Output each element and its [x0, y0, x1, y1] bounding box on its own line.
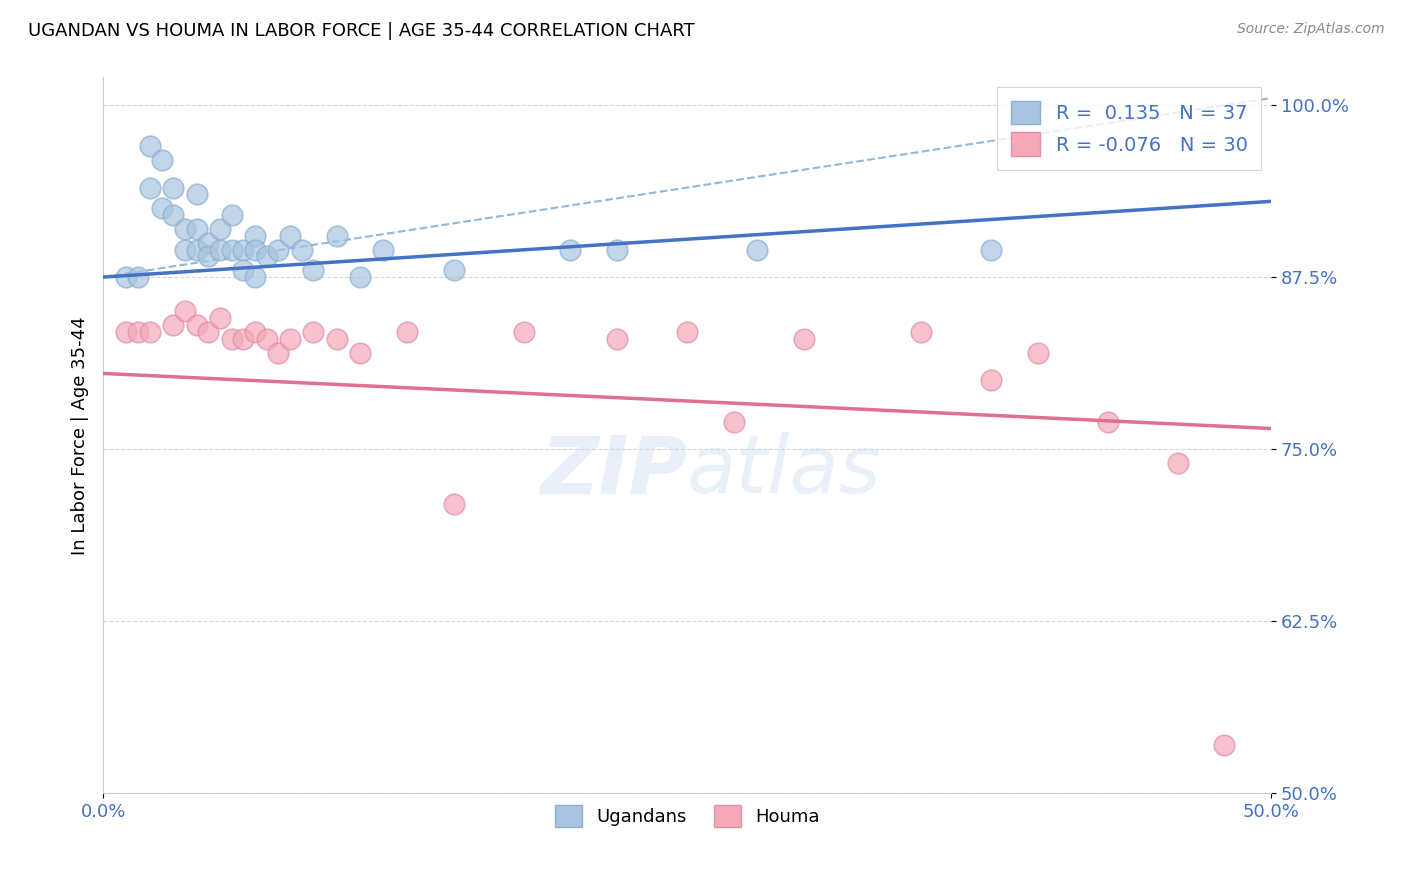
Point — [1213, 738, 1236, 752]
Point — [243, 228, 266, 243]
Point — [139, 139, 162, 153]
Point — [186, 318, 208, 333]
Point — [208, 311, 231, 326]
Point — [208, 222, 231, 236]
Point — [162, 180, 184, 194]
Point — [560, 243, 582, 257]
Text: Source: ZipAtlas.com: Source: ZipAtlas.com — [1237, 22, 1385, 37]
Point — [980, 373, 1002, 387]
Point — [162, 208, 184, 222]
Point — [349, 346, 371, 360]
Point — [139, 180, 162, 194]
Point — [186, 222, 208, 236]
Text: atlas: atlas — [688, 433, 882, 510]
Point — [256, 249, 278, 263]
Point — [278, 228, 301, 243]
Point — [115, 270, 138, 285]
Point — [606, 332, 628, 346]
Point — [512, 325, 534, 339]
Legend: Ugandans, Houma: Ugandans, Houma — [547, 798, 827, 834]
Point — [747, 243, 769, 257]
Point — [349, 270, 371, 285]
Point — [723, 415, 745, 429]
Point — [302, 263, 325, 277]
Text: UGANDAN VS HOUMA IN LABOR FORCE | AGE 35-44 CORRELATION CHART: UGANDAN VS HOUMA IN LABOR FORCE | AGE 35… — [28, 22, 695, 40]
Point — [256, 332, 278, 346]
Point — [173, 243, 195, 257]
Point — [197, 235, 219, 250]
Point — [115, 325, 138, 339]
Point — [1167, 456, 1189, 470]
Point — [127, 270, 149, 285]
Point — [325, 332, 347, 346]
Point — [197, 325, 219, 339]
Point — [197, 249, 219, 263]
Point — [150, 153, 173, 167]
Point — [221, 208, 243, 222]
Point — [302, 325, 325, 339]
Point — [443, 497, 465, 511]
Point — [243, 270, 266, 285]
Point — [793, 332, 815, 346]
Point — [910, 325, 932, 339]
Point — [186, 187, 208, 202]
Point — [150, 201, 173, 215]
Point — [443, 263, 465, 277]
Point — [606, 243, 628, 257]
Point — [232, 263, 254, 277]
Point — [325, 228, 347, 243]
Point — [243, 325, 266, 339]
Point — [267, 346, 290, 360]
Point — [127, 325, 149, 339]
Point — [395, 325, 418, 339]
Point — [162, 318, 184, 333]
Point — [173, 304, 195, 318]
Point — [243, 243, 266, 257]
Point — [267, 243, 290, 257]
Point — [373, 243, 395, 257]
Point — [278, 332, 301, 346]
Point — [232, 243, 254, 257]
Y-axis label: In Labor Force | Age 35-44: In Labor Force | Age 35-44 — [72, 316, 89, 555]
Point — [1097, 415, 1119, 429]
Point — [139, 325, 162, 339]
Point — [232, 332, 254, 346]
Point — [186, 243, 208, 257]
Text: ZIP: ZIP — [540, 433, 688, 510]
Point — [980, 243, 1002, 257]
Point — [208, 243, 231, 257]
Point — [291, 243, 314, 257]
Point — [676, 325, 699, 339]
Point — [221, 332, 243, 346]
Point — [173, 222, 195, 236]
Point — [1026, 346, 1049, 360]
Point — [221, 243, 243, 257]
